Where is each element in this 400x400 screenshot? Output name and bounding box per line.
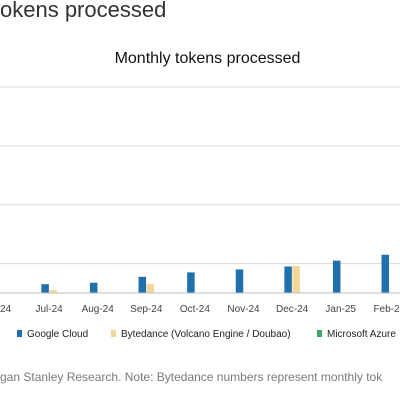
x-tick-label: Dec-24 bbox=[276, 304, 309, 315]
legend-label-1: Bytedance (Volcano Engine / Doubao) bbox=[121, 329, 291, 340]
bars bbox=[41, 254, 390, 293]
legend: Google Cloud Bytedance (Volcano Engine / … bbox=[17, 329, 396, 340]
bar-0-oct-24 bbox=[187, 272, 195, 293]
gridlines bbox=[0, 86, 400, 265]
bar-0-aug-24 bbox=[89, 282, 98, 293]
legend-swatch-0 bbox=[17, 330, 22, 337]
legend-swatch-2 bbox=[317, 330, 322, 337]
bar-1-dec-24 bbox=[292, 265, 300, 293]
bar-1-sep-24 bbox=[146, 284, 155, 293]
bar-0-sep-24 bbox=[138, 276, 147, 293]
x-tick-label: Jan-25 bbox=[325, 304, 356, 315]
x-tick-label: Jul-24 bbox=[35, 304, 63, 315]
source-note: gan Stanley Research. Note: Bytedance nu… bbox=[0, 370, 383, 384]
bar-0-jul-24 bbox=[41, 284, 49, 293]
bar-0-dec-24 bbox=[284, 266, 292, 293]
x-tick-label: Aug-24 bbox=[82, 304, 115, 315]
legend-label-2: Microsoft Azure bbox=[327, 329, 396, 340]
bar-0-nov-24 bbox=[235, 269, 244, 293]
x-tick-label: Sep-24 bbox=[130, 304, 163, 315]
bar-0-jan-25 bbox=[332, 260, 341, 293]
bar-0-feb-25 bbox=[381, 254, 390, 293]
x-tick-label: Nov-24 bbox=[227, 304, 260, 315]
page-title: okens processed bbox=[0, 0, 167, 22]
x-tick-label: Oct-24 bbox=[180, 304, 210, 315]
legend-swatch-1 bbox=[111, 330, 116, 337]
chart-title: Monthly tokens processed bbox=[114, 50, 301, 67]
x-tick-labels: 24 Jul-24 Aug-24 Sep-24 Oct-24 Nov-24 Dec-24 Ja… bbox=[0, 304, 400, 315]
x-tick-label: 24 bbox=[0, 304, 12, 315]
bar-1-jul-24 bbox=[49, 290, 57, 293]
legend-label-0: Google Cloud bbox=[27, 329, 88, 340]
x-tick-label: Feb-25 bbox=[373, 304, 400, 315]
